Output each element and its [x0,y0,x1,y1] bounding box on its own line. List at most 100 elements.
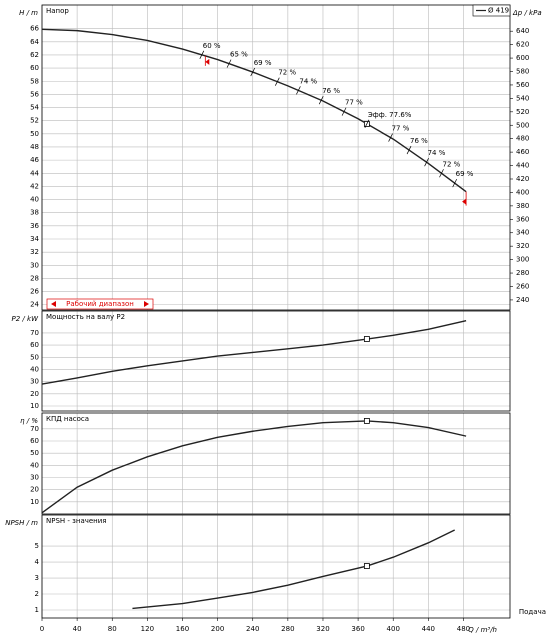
y-tick-label: 52 [30,117,39,125]
efficiency-label: 65 % [230,51,248,59]
y2-tick-label: 440 [516,162,529,170]
legend-label: Ø 419 [488,7,509,15]
x-tick-label: 40 [73,625,82,633]
y2-tick-label: 420 [516,175,529,183]
y-axis-label: η / % [20,417,38,425]
design-point [363,418,370,424]
x-tick-label: 0 [40,625,44,633]
y2-tick-label: 640 [516,27,529,35]
efficiency-label: Эфф. 77.6% [368,111,412,119]
y-tick-label: 2 [35,590,39,598]
efficiency-tick [296,86,301,95]
y2-tick-label: 300 [516,256,529,264]
panel-title: Мощность на валу P2 [46,313,125,321]
x-tick-label: 320 [316,625,329,633]
plot-frame [41,412,511,515]
y2-tick-label: 400 [516,188,529,196]
y-tick-label: 60 [30,64,39,72]
curve [41,420,467,514]
efficiency-tick [424,158,429,167]
panel-title: КПД насоса [46,415,89,423]
efficiency-label: 76 % [322,87,340,95]
efficiency-label: 69 % [456,170,474,178]
y-tick-label: 62 [30,51,39,59]
y-tick-label: 64 [30,38,39,46]
y2-tick-label: 600 [516,54,529,62]
x-axis-title: Подача [519,608,546,616]
y-tick-label: 70 [30,329,39,337]
y-tick-label: 10 [30,402,39,410]
y-tick-label: 42 [30,182,39,190]
efficiency-tick [341,107,347,116]
y2-tick-label: 460 [516,148,529,156]
efficiency-tick [364,119,370,128]
efficiency-tick [452,178,457,188]
y-tick-label: 50 [30,353,39,361]
efficiency-label: 72 % [278,69,296,77]
x-tick-label: 240 [246,625,259,633]
y2-tick-label: 240 [516,296,529,304]
efficiency-tick [439,169,444,178]
y-tick-label: 1 [35,606,39,614]
y-axis-label: H / m [19,9,38,17]
y-tick-label: 36 [30,222,39,230]
x-axis-label: Q / m³/h [468,626,497,634]
y-tick-label: 4 [35,558,40,566]
y-tick-label: 50 [30,130,39,138]
y-tick-label: 38 [30,209,39,217]
efficiency-tick [388,133,393,142]
efficiency-tick [318,96,324,105]
y-tick-label: 40 [30,461,39,469]
y2-tick-label: 620 [516,41,529,49]
y-tick-label: 40 [30,365,39,373]
plot-frame [41,4,511,311]
x-tick-label: 440 [422,625,435,633]
y-axis-label: NPSH / m [5,519,38,527]
y2-tick-label: 340 [516,229,529,237]
y-tick-label: 30 [30,261,39,269]
y-tick-label: 30 [30,378,39,386]
y-tick-label: 70 [30,425,39,433]
y2-tick-label: 560 [516,81,529,89]
efficiency-label: 76 % [410,137,428,145]
y2-tick-label: 280 [516,269,529,277]
panel-title: NPSH - значения [46,517,107,525]
y-tick-label: 60 [30,341,39,349]
range-label: Рабочий диапазон [66,300,134,308]
y-tick-label: 10 [30,498,39,506]
y-tick-label: 26 [30,288,39,296]
curve [132,529,455,610]
range-flag [205,58,210,65]
efficiency-tick [406,145,412,155]
y-tick-label: 44 [30,169,39,177]
y-tick-label: 20 [30,390,39,398]
x-tick-label: 280 [281,625,294,633]
y2-tick-label: 320 [516,242,529,250]
y-axis-label: P2 / kW [12,315,40,323]
efficiency-label: 69 % [254,59,272,67]
y-tick-label: 32 [30,248,39,256]
x-tick-label: 200 [211,625,224,633]
x-tick-label: 120 [141,625,154,633]
efficiency-label: 77 % [392,125,410,133]
y2-tick-label: 380 [516,202,529,210]
y-tick-label: 24 [30,301,39,309]
y2-tick-label: 260 [516,282,529,290]
efficiency-label: 74 % [299,77,317,85]
efficiency-label: 72 % [443,160,461,168]
y-tick-label: 20 [30,486,39,494]
y-tick-label: 56 [30,90,39,98]
x-tick-label: 480 [457,625,470,633]
efficiency-label: 77 % [345,99,363,107]
x-tick-label: 80 [108,625,117,633]
y-tick-label: 5 [35,542,39,550]
y-tick-label: 54 [30,104,39,112]
y-tick-label: 3 [35,574,39,582]
y2-tick-label: 480 [516,135,529,143]
efficiency-tick [226,59,232,68]
y-tick-label: 40 [30,196,39,204]
y-tick-label: 50 [30,449,39,457]
y2-tick-label: 360 [516,215,529,223]
efficiency-tick [250,67,256,77]
